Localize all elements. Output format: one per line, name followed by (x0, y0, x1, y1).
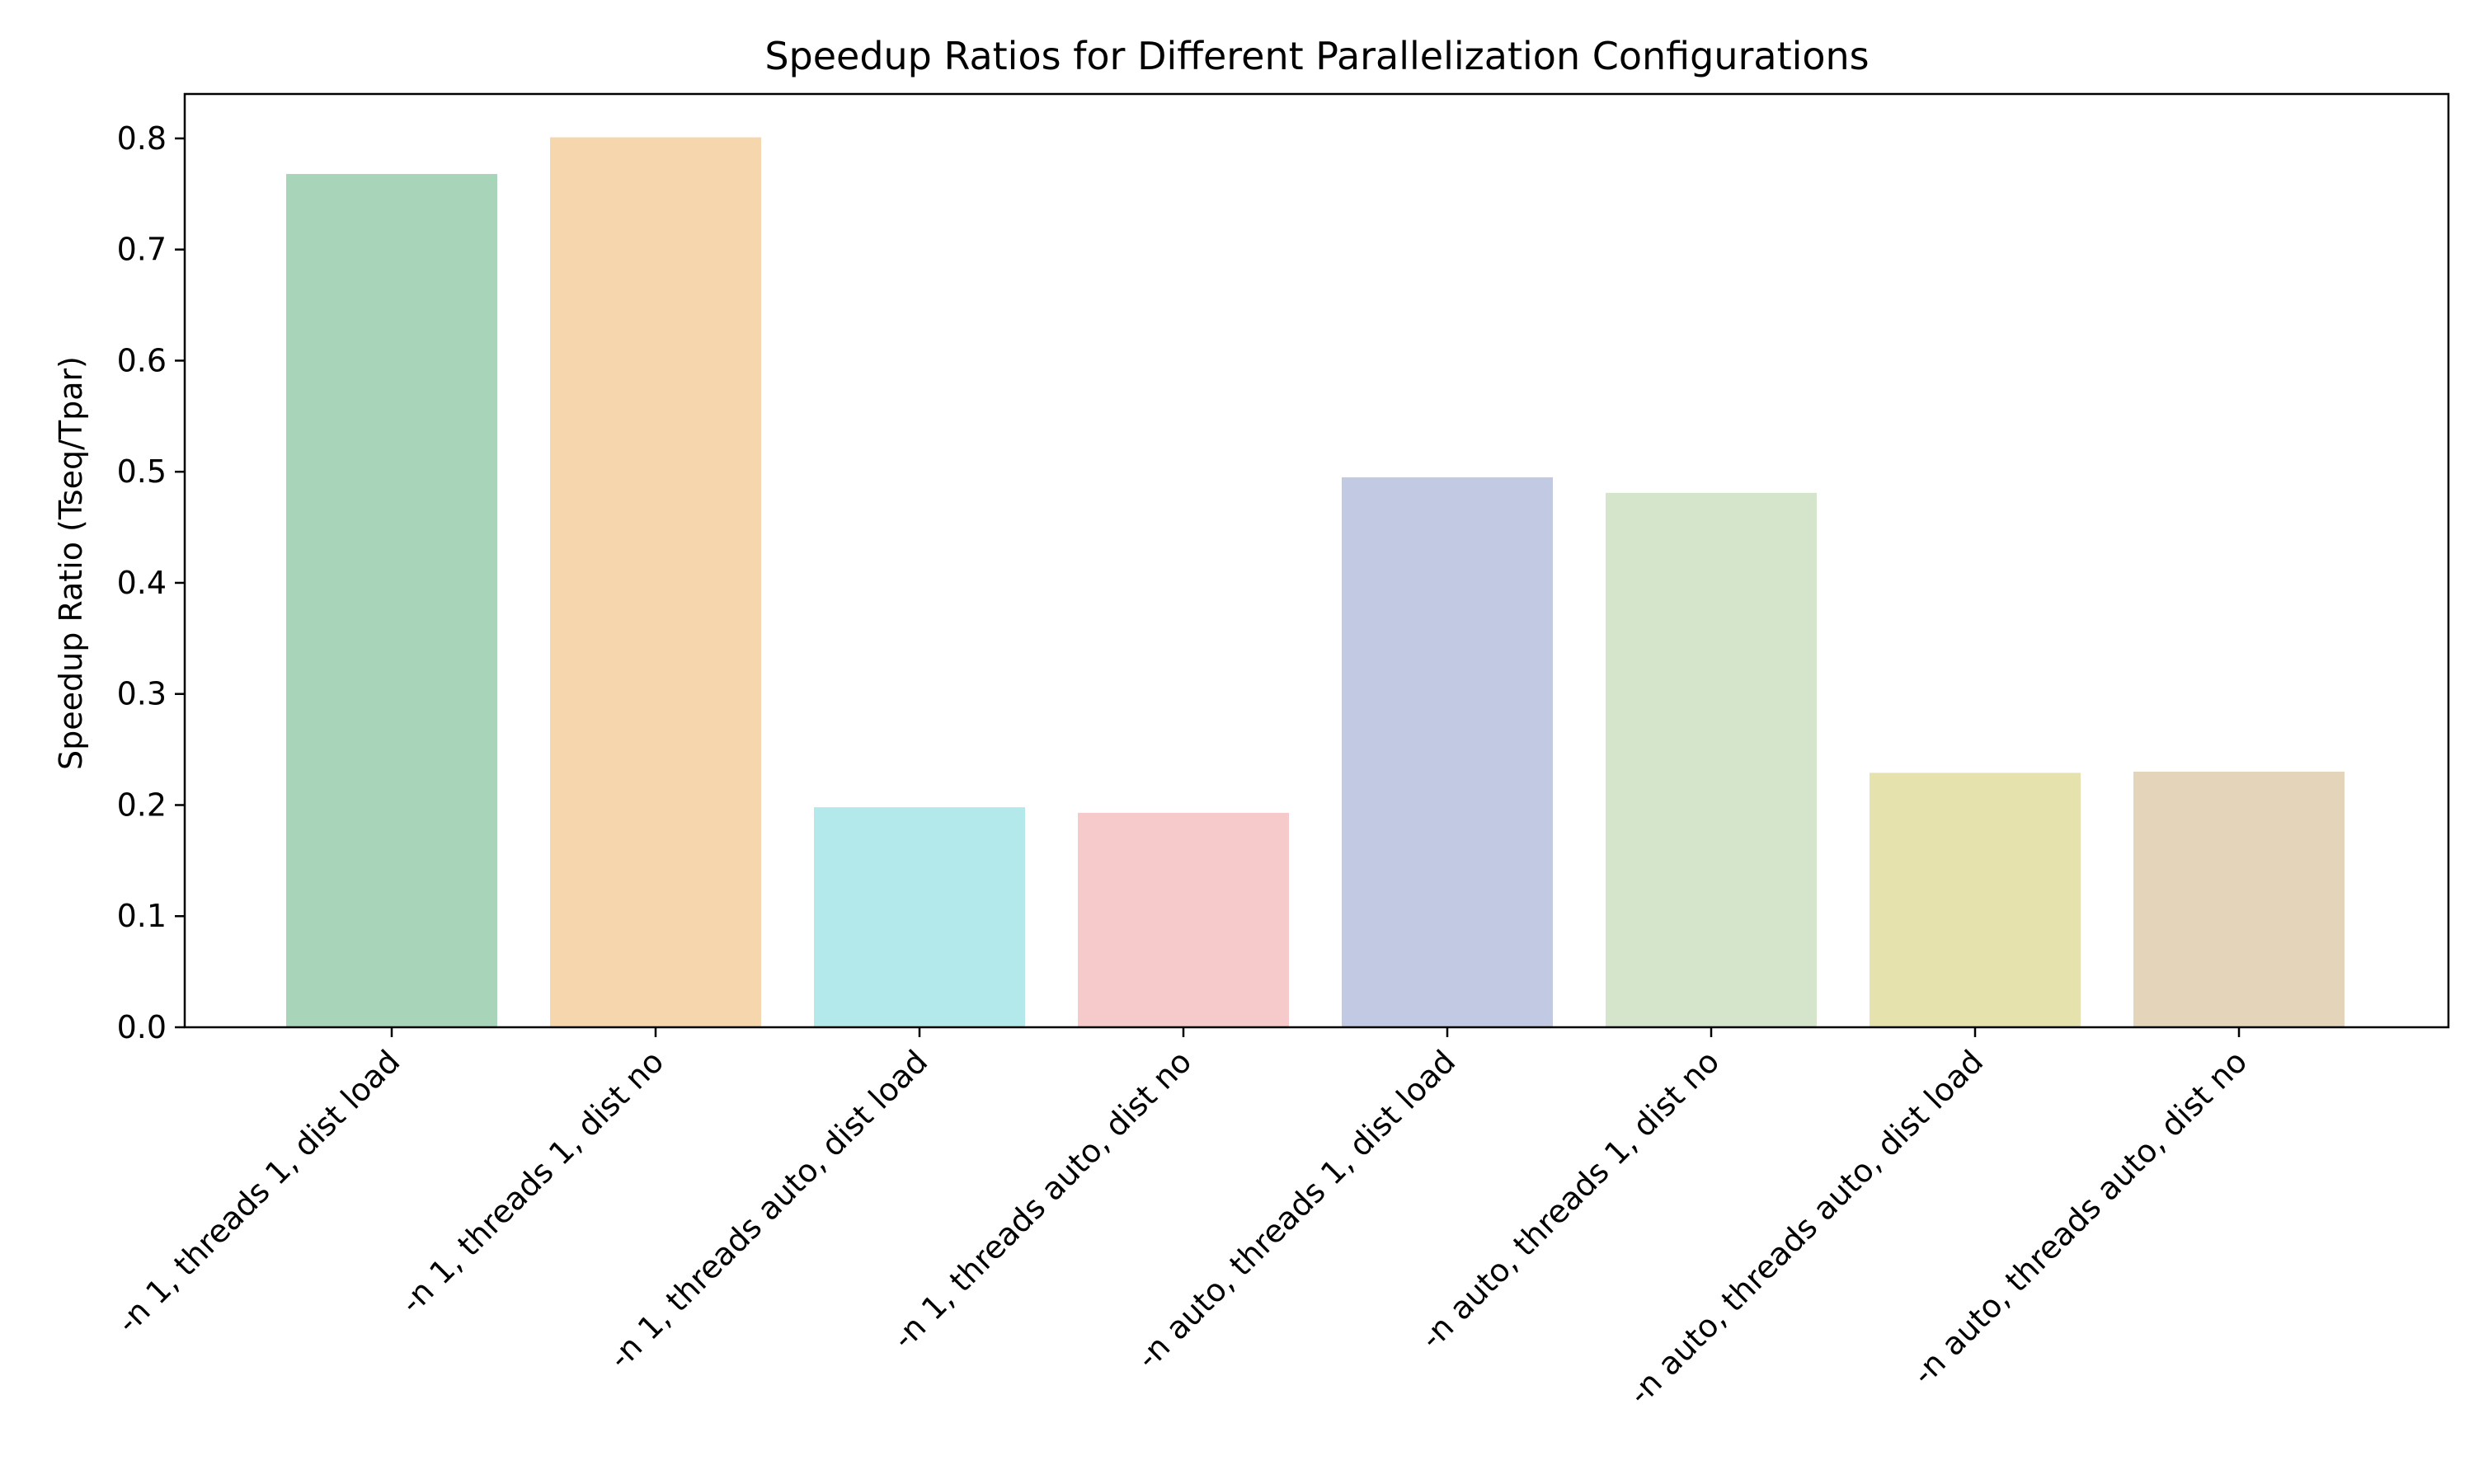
x-tick-label: -n 1, threads auto, dist no (886, 1043, 1199, 1356)
y-tick-label: 0.4 (117, 565, 167, 601)
x-ticks-group: -n 1, threads 1, dist load-n 1, threads … (110, 1027, 2254, 1411)
bar-6 (1606, 492, 1817, 1027)
bar-8 (2133, 772, 2345, 1027)
y-tick-label: 0.7 (117, 232, 167, 268)
bars-group (286, 137, 2345, 1028)
y-axis-label: Speedup Ratio (Tseq/Tpar) (53, 356, 89, 770)
bar-5 (1342, 477, 1553, 1027)
y-tick-label: 0.1 (117, 898, 167, 934)
x-tick-label: -n 1, threads 1, dist load (110, 1043, 407, 1340)
y-tick-label: 0.3 (117, 676, 167, 712)
chart-title: Speedup Ratios for Different Paralleliza… (764, 34, 1869, 78)
bar-4 (1078, 812, 1289, 1027)
bar-2 (550, 137, 761, 1028)
bar-7 (1870, 773, 2081, 1027)
x-tick-label: -n auto, threads 1, dist no (1413, 1043, 1727, 1356)
bar-3 (814, 807, 1025, 1027)
y-tick-label: 0.6 (117, 342, 167, 378)
x-tick-label: -n 1, threads 1, dist no (393, 1043, 670, 1320)
y-tick-label: 0.5 (117, 453, 167, 490)
plot-frame (183, 92, 2450, 1029)
x-tick-label: -n auto, threads 1, dist load (1130, 1043, 1463, 1376)
y-ticks-group: 0.0 0.1 0.2 0.3 0.4 0.5 0.6 0.7 0.8 (117, 120, 185, 1045)
y-tick-label: 0.0 (117, 1009, 167, 1045)
x-tick-label: -n 1, threads auto, dist load (602, 1043, 935, 1376)
bar-1 (286, 174, 497, 1027)
y-tick-label: 0.2 (117, 787, 167, 823)
y-tick-label: 0.8 (117, 120, 167, 157)
